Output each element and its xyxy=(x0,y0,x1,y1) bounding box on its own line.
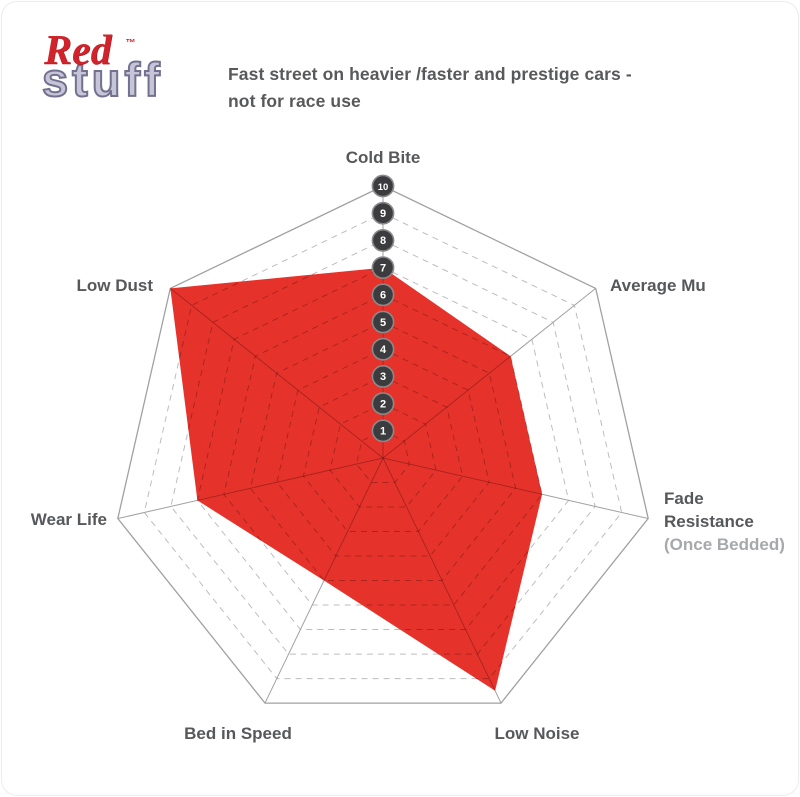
scale-badge-number: 5 xyxy=(380,317,386,329)
logo-stuff-text: stuff xyxy=(41,53,164,106)
scale-badge-circle xyxy=(371,256,395,280)
scale-badge-circle xyxy=(371,310,395,334)
radar-outer-heptagon xyxy=(117,185,649,704)
scale-badge-6: 6 xyxy=(371,283,395,307)
scale-badge-number: 9 xyxy=(380,208,386,220)
radar-grid-ring xyxy=(355,430,411,483)
axis-label-average-mu: Average Mu xyxy=(610,276,706,295)
axis-sublabel-fade-resistance: (Once Bedded) xyxy=(664,535,785,554)
scale-badge-9: 9 xyxy=(371,201,395,225)
axis-label-wear-life: Wear Life xyxy=(31,510,107,529)
scale-badge-number: 2 xyxy=(380,398,386,410)
scale-badge-5: 5 xyxy=(371,310,395,334)
axis-label-fade-resistance: Fade Resistance (Once Bedded) xyxy=(664,489,785,554)
scale-badge-number: 10 xyxy=(378,182,389,193)
scale-badge-4: 4 xyxy=(371,337,395,361)
chart-description-line1: Fast street on heavier /faster and prest… xyxy=(228,64,632,84)
logo-red-text: Red xyxy=(44,28,112,74)
scale-badge-1: 1 xyxy=(371,419,395,443)
scale-badge-number: 3 xyxy=(380,371,386,383)
radar-grid-ring xyxy=(223,294,543,606)
radar-axis-spoke xyxy=(382,457,543,520)
radar-grid-ring xyxy=(196,267,570,630)
scale-badge-circle xyxy=(371,337,395,361)
chart-description-line2: not for race use xyxy=(228,91,361,111)
scale-badge-circle xyxy=(371,283,395,307)
scale-badge-8: 8 xyxy=(371,228,395,252)
radar-axis-spoke xyxy=(170,457,384,520)
performance-polygon xyxy=(170,267,543,691)
axis-labels: Cold Bite Average Mu Fade Resistance (Once B… xyxy=(31,148,785,743)
redstuff-logo: Red ™ stuff xyxy=(41,30,214,106)
scale-badge-number: 1 xyxy=(380,426,386,438)
scale-badge-7: 7 xyxy=(371,256,395,280)
scale-badge-circle xyxy=(371,201,395,225)
scale-badge-circle xyxy=(371,419,395,443)
logo-trademark: ™ xyxy=(125,38,136,49)
scale-badges: 1 2 3 4 5 6 7 8 9 10 xyxy=(371,174,395,443)
scale-badge-circle xyxy=(371,228,395,252)
logo-red-row: Red ™ xyxy=(44,30,214,72)
radar-axis-spoke xyxy=(382,457,502,691)
radar-axis-spoke xyxy=(170,288,384,459)
axis-label-bed-in-speed: Bed in Speed xyxy=(184,724,292,743)
scale-badge-number: 8 xyxy=(380,235,386,247)
scale-badge-10: 10 xyxy=(371,174,395,198)
radar-grid-ring xyxy=(329,403,437,508)
scale-badge-circle xyxy=(371,392,395,416)
scale-badge-number: 4 xyxy=(380,344,387,356)
axis-label-low-dust: Low Dust xyxy=(77,276,154,295)
radar-grid-ring xyxy=(276,348,490,557)
radar-axis-spoke xyxy=(382,288,543,459)
radar-grid-ring xyxy=(249,321,517,581)
scale-badge-circle xyxy=(371,364,395,388)
scale-badge-number: 7 xyxy=(380,262,386,274)
radar-grid-ring xyxy=(302,375,464,532)
scale-badge-circle xyxy=(371,174,395,198)
axis-label-cold-bite: Cold Bite xyxy=(346,148,421,167)
chart-description: Fast street on heavier /faster and prest… xyxy=(228,61,632,115)
scale-badge-3: 3 xyxy=(371,364,395,388)
axis-label-low-noise: Low Noise xyxy=(494,724,579,743)
scale-badge-2: 2 xyxy=(371,392,395,416)
radar-grid-ring xyxy=(143,212,623,680)
scale-badge-number: 6 xyxy=(380,290,386,302)
